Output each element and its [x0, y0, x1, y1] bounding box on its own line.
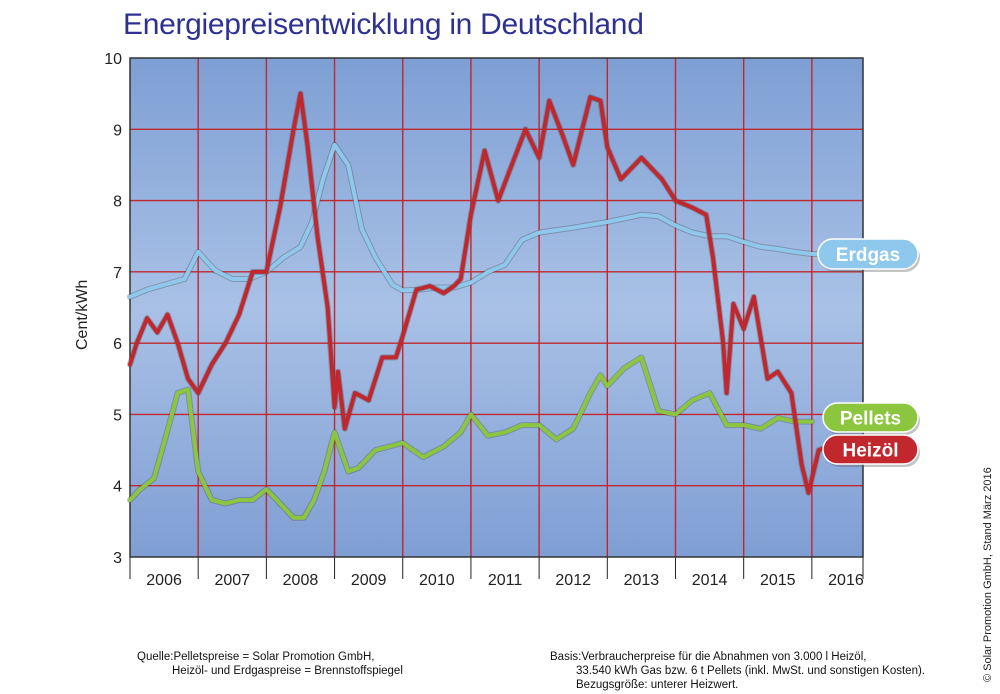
- plot-border: [129, 57, 864, 558]
- series-labels: Erdgas Pellets Heizöl: [817, 238, 920, 467]
- x-tick-label-2010: 2010: [419, 572, 455, 589]
- x-tick-label-2008: 2008: [283, 572, 319, 589]
- series-label-pellets: Pellets: [822, 402, 920, 435]
- series-label-text-pellets: Pellets: [840, 409, 901, 430]
- y-tick-label-7: 7: [113, 265, 122, 282]
- y-tick-label-9: 9: [113, 122, 122, 139]
- series-line-pellets: [128, 355, 814, 520]
- plot-area: [130, 58, 863, 557]
- x-tick-label-2013: 2013: [624, 572, 660, 589]
- series-label-erdgas: Erdgas: [817, 238, 920, 272]
- x-tick-label-2011: 2011: [488, 572, 523, 589]
- y-tick-label-4: 4: [113, 479, 122, 496]
- copyright-note: © Solar Promotion GmbH, Stand März 2016: [982, 467, 994, 682]
- series-line-heizoel: [128, 91, 831, 495]
- source-line-1: Pelletspreise = Solar Promotion GmbH,: [173, 651, 375, 663]
- series-label-badge-erdgas: [817, 238, 919, 270]
- basis-line-3: Bezugsgröße: unterer Heizwert.: [576, 679, 739, 691]
- series-label-text-erdgas: Erdgas: [836, 245, 900, 266]
- axes: 3 4 5 6 7 8 9 10 2006 2007 2008 2009 2010 2011 2012 201…: [104, 51, 864, 589]
- basis-line-2: 33.540 kWh Gas bzw. 6 t Pellets (inkl. M…: [576, 665, 925, 677]
- source-note: Quelle:Pelletspreise = Solar Promotion G…: [137, 650, 403, 678]
- y-tick-label-5: 5: [113, 407, 122, 424]
- y-tick-label-8: 8: [113, 194, 122, 211]
- x-tick-label-2016: 2016: [828, 572, 864, 589]
- source-label: Quelle:: [137, 651, 174, 663]
- chart-title: Energiepreisentwicklung in Deutschland: [123, 8, 644, 41]
- series-label-badge-pellets: [822, 402, 919, 433]
- x-tick-label-2012: 2012: [555, 572, 591, 589]
- source-line-2: Heizöl- und Erdgaspreise = Brennstoffspi…: [172, 665, 403, 677]
- x-tick-label-2009: 2009: [351, 572, 387, 589]
- y-tick-label-3: 3: [113, 550, 122, 567]
- x-tick-label-2006: 2006: [146, 572, 182, 589]
- x-tick-label-2007: 2007: [214, 572, 250, 589]
- y-tick-label-10: 10: [104, 51, 122, 68]
- x-tick-label-2014: 2014: [692, 572, 728, 589]
- y-tick-label-6: 6: [113, 336, 122, 353]
- basis-note: Basis:Verbraucherpreise für die Abnahmen…: [550, 650, 925, 692]
- series-label-heizoel: Heizöl: [822, 434, 920, 467]
- series-label-badge-heizoel: [822, 434, 919, 465]
- series-label-text-heizoel: Heizöl: [843, 441, 899, 462]
- basis-line-1: Verbraucherpreise für die Abnahmen von 3…: [581, 651, 867, 663]
- basis-label: Basis:: [550, 651, 582, 663]
- series-lines: [127, 90, 836, 521]
- x-tick-label-2015: 2015: [760, 572, 796, 589]
